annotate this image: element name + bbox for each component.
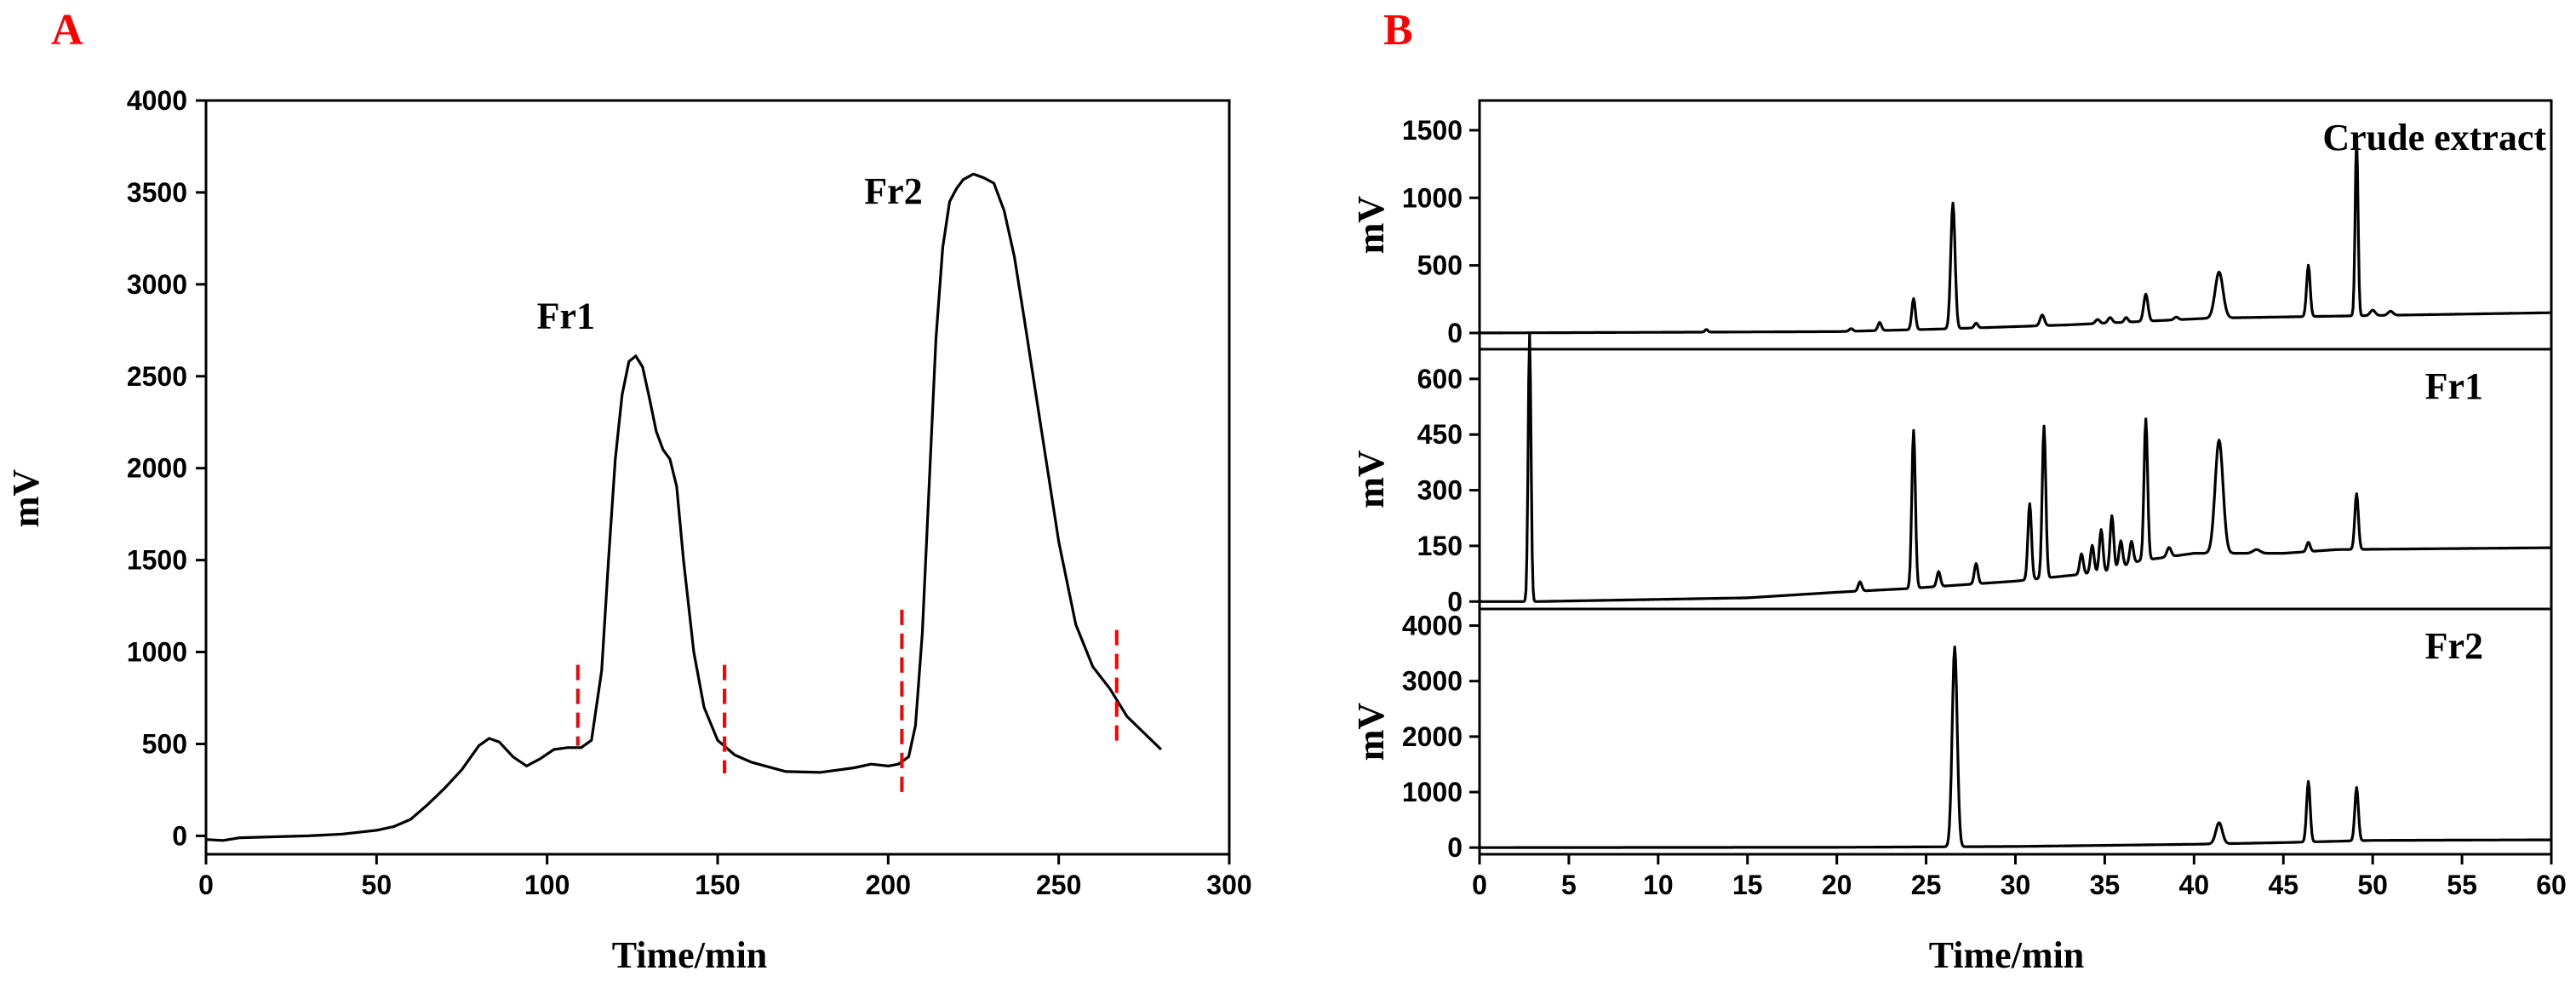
panel-b-xtick-label: 45 — [2268, 870, 2298, 900]
panel-b-xtick-label: 5 — [1561, 870, 1577, 900]
panel-a-xtick-label: 0 — [198, 870, 214, 900]
panel-b-ytick-label: 150 — [1417, 531, 1463, 561]
panel-b-series-name: Crude extract — [2322, 117, 2546, 158]
panel-b-ytick-label: 0 — [1447, 318, 1463, 348]
panel-b-ytick-label: 2000 — [1402, 721, 1463, 752]
panel-b-subplot-frame — [1478, 607, 2553, 856]
panel-b-xtick-label: 25 — [1911, 870, 1942, 900]
panel-b-xtick-label: 30 — [2001, 870, 2031, 900]
panel-b-ylabel: mV — [1350, 703, 1392, 761]
panel-b-xtick-label: 0 — [1472, 870, 1487, 900]
panel-a-ytick-label: 3000 — [127, 269, 187, 300]
panel-a-ylabel: mV — [5, 469, 47, 528]
panel-a-axes: 0 50 100 150 200 250 3000500100015002000250030… — [127, 85, 1252, 900]
panel-b-xtick-label: 10 — [1643, 870, 1674, 900]
panel-b-xtick-label: 15 — [1732, 870, 1763, 900]
panel-b-series-name: Fr2 — [2425, 625, 2483, 667]
panel-b-ytick-label: 0 — [1447, 832, 1463, 863]
panel-a-ytick-label: 500 — [142, 728, 187, 759]
panel-b-xtick-label: 50 — [2357, 870, 2388, 900]
panel-b-ytick-label: 4000 — [1402, 611, 1463, 641]
panel-b-label: B — [1383, 6, 1413, 55]
panel-b-subplot-frame — [1478, 347, 2553, 611]
panel-a-xtick-label: 200 — [866, 870, 911, 900]
panel-b-ytick-label: 1500 — [1402, 115, 1463, 146]
panel-b-ylabel: mV — [1350, 450, 1392, 508]
panel-a-ytick-label: 4000 — [127, 85, 187, 116]
panel-a-xtick-label: 100 — [524, 870, 570, 900]
panel-b-series-line — [1479, 333, 2552, 603]
panel-b-series-line — [1479, 646, 2552, 849]
panel-a: A 0 50 100 150 200 250 30005001000150020002500… — [5, 6, 1252, 976]
panel-a-annotation: Fr1 — [537, 296, 595, 337]
panel-b-series-name: Fr1 — [2425, 365, 2483, 407]
panel-b-ytick-label: 600 — [1417, 364, 1463, 394]
panel-a-ytick-label: 1500 — [127, 545, 187, 576]
panel-a-series-line — [205, 172, 1163, 842]
panel-b-ytick-label: 300 — [1417, 475, 1463, 506]
panel-a-xtick-label: 300 — [1206, 870, 1251, 900]
panel-a-ytick-label: 2500 — [127, 361, 187, 392]
panel-b-xtick-label: 40 — [2179, 870, 2210, 900]
panel-a-xtick-label: 50 — [362, 870, 392, 900]
panel-a-xtick-label: 150 — [695, 870, 740, 900]
panel-b-ytick-label: 450 — [1417, 419, 1463, 450]
panel-a-annotation: Fr2 — [864, 170, 922, 212]
panel-a-ytick-label: 1000 — [127, 637, 187, 668]
panel-b-ytick-label: 1000 — [1402, 182, 1463, 213]
panel-b-ytick-label: 500 — [1417, 250, 1463, 281]
panel-b-xtick-label: 60 — [2536, 870, 2567, 900]
panel-a-xtick-label: 250 — [1036, 870, 1081, 900]
panel-a-ytick-label: 3500 — [127, 177, 187, 208]
panel-b-series-line — [1479, 135, 2552, 335]
panel-b-xtick-label: 55 — [2447, 870, 2477, 900]
panel-b-ytick-label: 1000 — [1402, 777, 1463, 807]
panel-b-xtick-label: 20 — [1822, 870, 1852, 900]
panel-b-ytick-label: 0 — [1447, 586, 1463, 617]
panel-b-xtick-label: 35 — [2090, 870, 2121, 900]
panel-a-ytick-label: 0 — [172, 820, 187, 851]
panel-a-label: A — [51, 6, 83, 55]
panel-b-ylabel: mV — [1350, 196, 1392, 255]
panel-b-xlabel: Time/min — [1929, 934, 2085, 976]
panel-b-ytick-label: 3000 — [1402, 666, 1463, 697]
panel-a-ytick-label: 2000 — [127, 453, 187, 484]
panel-a-xlabel: Time/min — [612, 934, 768, 976]
